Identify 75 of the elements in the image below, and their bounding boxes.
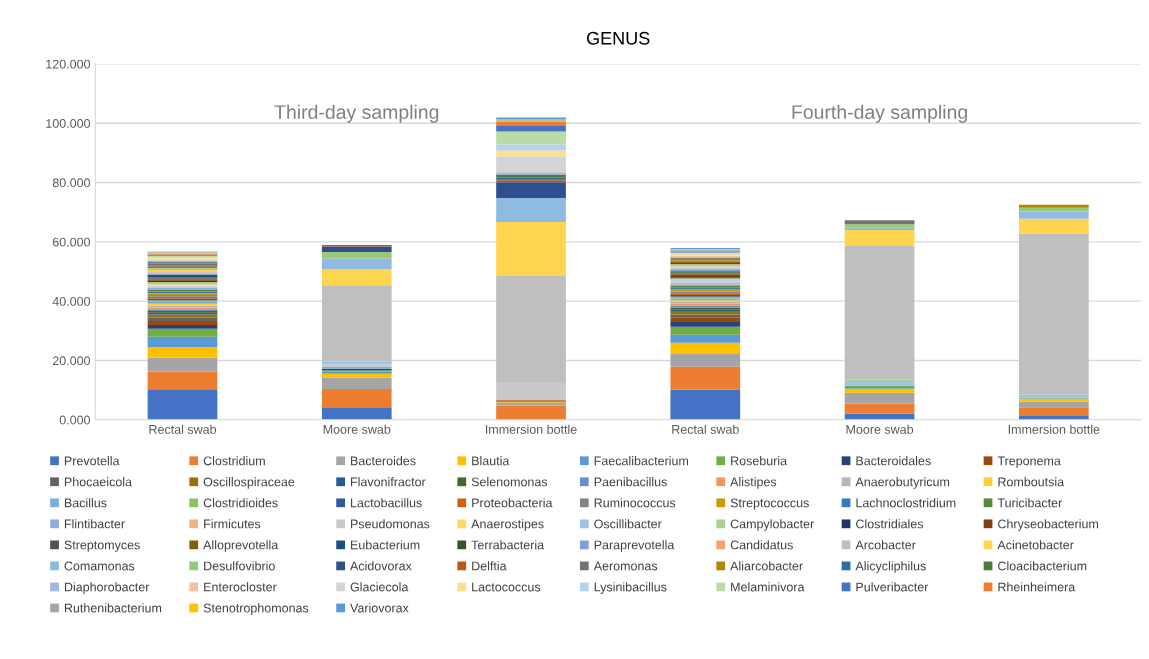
legend-label: Oscillospiraceae — [203, 477, 295, 489]
legend-label: Acinetobacter — [997, 540, 1074, 550]
legend-label: Clostridium — [203, 456, 265, 466]
legend-label: Turicibacter — [997, 498, 1063, 508]
legend-label: Desulfovibrio — [204, 561, 275, 571]
legend-label: Acidovorax — [350, 561, 412, 571]
legend-label: Aeromonas — [593, 561, 658, 571]
legend-label: Lactococcus — [472, 582, 541, 592]
legend-label: Pseudomonas — [351, 519, 430, 529]
legend-label: Anaerostipes — [471, 519, 544, 531]
legend-label: Romboutsia — [998, 477, 1065, 487]
y-tick-label: 80.000 — [52, 178, 91, 188]
legend-label: Bacteroides — [351, 456, 416, 466]
x-tick-label: Moore swab — [323, 424, 391, 434]
legend-label: Campylobacter — [730, 519, 814, 531]
x-tick-label: Immersion bottle — [1008, 424, 1100, 434]
legend-label: Diaphorobacter — [64, 582, 150, 594]
legend-label: Aliarcobacter — [730, 561, 803, 571]
y-tick-label: 120.000 — [46, 59, 91, 69]
legend-label: Paenibacillus — [594, 477, 667, 487]
legend-label: Flintibacter — [64, 519, 125, 529]
legend-label: Comamonas — [64, 561, 135, 571]
legend-label: Enterocloster — [204, 582, 277, 592]
legend-label: Phocaeicola — [64, 477, 133, 487]
legend-label: Lachnoclostridium — [856, 498, 956, 508]
legend-label: Candidatus — [730, 540, 793, 550]
legend-label: Alistipes — [730, 477, 777, 489]
y-tick-label: 60.000 — [52, 237, 91, 247]
y-tick-label: 40.000 — [52, 296, 91, 306]
legend-label: Melaminivora — [731, 582, 805, 592]
legend-label: Blautia — [472, 456, 510, 466]
legend-label: Oscillibacter — [594, 519, 662, 529]
legend-label: Prevotella — [64, 456, 120, 466]
legend-label: Terrabacteria — [471, 540, 545, 550]
x-tick-label: Moore swab — [846, 424, 914, 434]
legend-label: Flavonifractor — [351, 477, 426, 487]
x-tick-label: Rectal swab — [672, 424, 739, 434]
legend-label: Ruthenibacterium — [64, 603, 162, 613]
legend-label: Variovorax — [350, 603, 409, 613]
legend-label: Pulveribacter — [856, 582, 929, 592]
legend-label: Clostridioides — [203, 498, 278, 508]
y-tick-label: 0.000 — [59, 415, 91, 425]
x-tick-label: Rectal swab — [149, 424, 217, 434]
legend-label: Lysinibacillus — [594, 582, 667, 594]
legend-label: Roseburia — [731, 456, 788, 466]
legend-label: Arcobacter — [855, 540, 916, 550]
annotation: Third-day sampling — [274, 104, 439, 123]
legend-label: Glaciecola — [350, 582, 409, 592]
annotation: Fourth-day sampling — [792, 104, 967, 123]
legend-label: Stenotrophomonas — [203, 603, 309, 615]
legend-label: Proteobacteria — [472, 498, 553, 508]
legend-label: Streptomyces — [64, 540, 140, 552]
legend-label: Lactobacillus — [351, 498, 422, 508]
legend-label: Paraprevotella — [594, 540, 675, 552]
legend-label: Streptococcus — [730, 498, 809, 510]
legend-label: Clostridiales — [856, 519, 924, 529]
legend-label: Bacillus — [64, 498, 107, 508]
legend-label: Delftia — [472, 561, 507, 571]
legend-label: Eubacterium — [351, 540, 420, 550]
legend-label: Alicycliphilus — [855, 561, 926, 573]
legend-label: Alloprevotella — [203, 540, 279, 552]
legend-label: Cloacibacterium — [998, 561, 1087, 571]
legend-label: Chryseobacterium — [998, 519, 1099, 531]
legend-label: Bacteroidales — [856, 456, 931, 466]
legend-label: Firmicutes — [204, 519, 261, 529]
legend-label: Anaerobutyricum — [855, 477, 950, 489]
chart-title: GENUS — [586, 31, 650, 45]
y-tick-label: 20.000 — [52, 356, 91, 366]
legend-label: Faecalibacterium — [594, 456, 689, 466]
legend-label: Rheinheimera — [998, 582, 1076, 592]
x-tick-label: Immersion bottle — [485, 424, 577, 434]
y-tick-label: 100.000 — [46, 119, 91, 128]
legend-label: Ruminococcus — [594, 498, 676, 508]
legend-label: Treponema — [997, 456, 1061, 468]
legend-label: Selenomonas — [471, 477, 548, 487]
